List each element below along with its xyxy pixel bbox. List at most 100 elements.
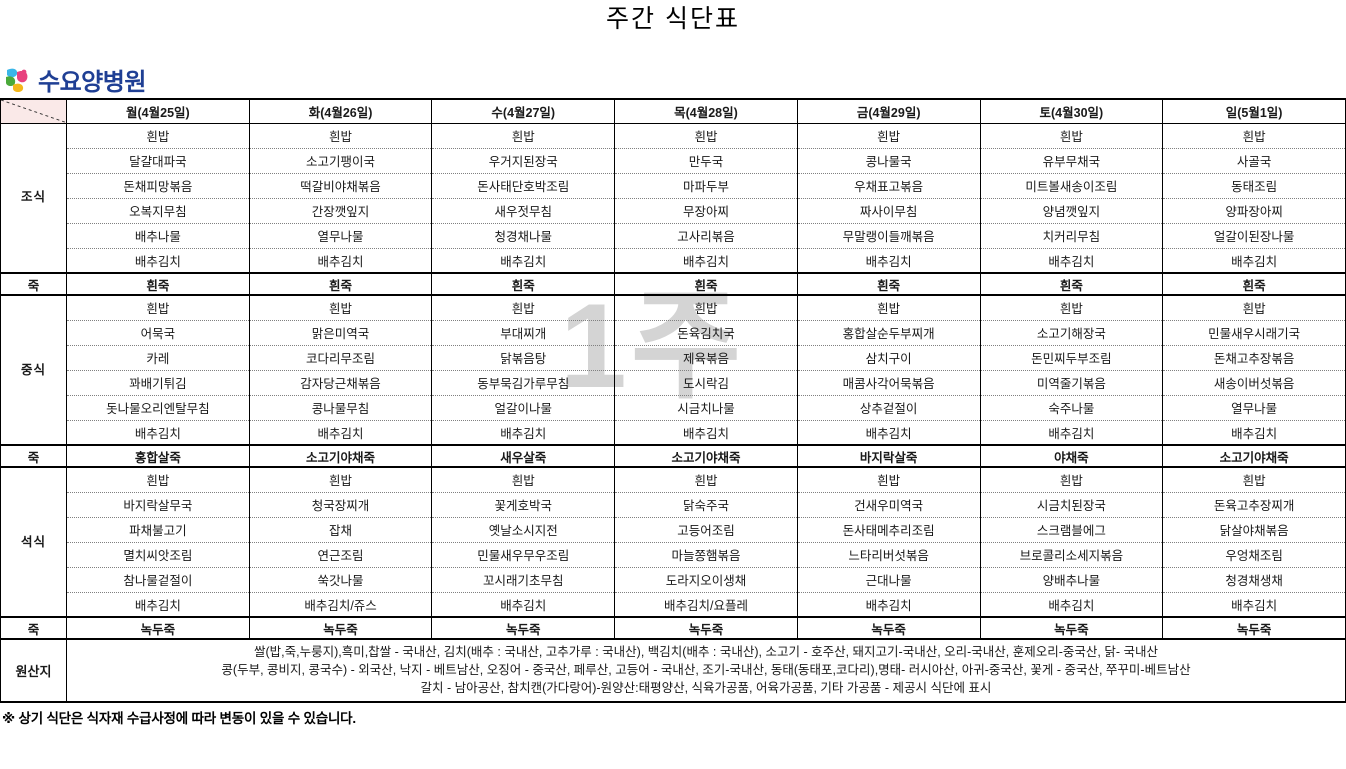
- table-row: 중식 흰밥 흰밥 흰밥 흰밥 흰밥 흰밥 흰밥: [0, 295, 1346, 446]
- dish-cell: 유부무채국: [979, 148, 1164, 174]
- dish-cell: 배추김치: [66, 248, 250, 274]
- dish-cell: 흰밥: [979, 123, 1164, 149]
- dish-cell: 우채표고볶음: [796, 173, 981, 199]
- dish-cell: 건새우미역국: [796, 492, 981, 518]
- dish-cell: 흰밥: [1162, 295, 1346, 321]
- porridge-label: 죽: [0, 616, 67, 640]
- dish-cell: 흰밥: [248, 123, 433, 149]
- logo-text: 수요양병원: [38, 69, 146, 96]
- porridge-cell: 흰죽: [614, 272, 798, 296]
- dish-cell: 매콤사각어묵볶음: [796, 370, 981, 396]
- column-header-sat: 토(4월30일): [979, 98, 1164, 124]
- table-row: 오복지무침 간장깻잎지 새우젓무침 무장아찌 짜사이무침 양념깻잎지 양파장아찌: [1, 198, 1346, 224]
- dish-cell: 잡채: [248, 517, 433, 543]
- meal-label-dinner: 석식: [0, 467, 67, 618]
- dish-cell: 카레: [66, 345, 250, 371]
- table-row: 배추김치 배추김치/쥬스 배추김치 배추김치/요플레 배추김치 배추김치 배추김…: [1, 592, 1346, 618]
- dish-cell: 코다리무조림: [248, 345, 433, 371]
- dish-cell: 동부묵김가루무침: [431, 370, 616, 396]
- dish-cell: 닭살야채볶음: [1162, 517, 1346, 543]
- dish-cell: 청국장찌개: [248, 492, 433, 518]
- dish-cell: 배추김치: [979, 592, 1164, 618]
- dish-cell: 옛날소시지전: [431, 517, 616, 543]
- table-row: 배추김치 배추김치 배추김치 배추김치 배추김치 배추김치 배추김치: [1, 420, 1346, 446]
- origin-line-2: 콩(두부, 콩비지, 콩국수) - 외국산, 낙지 - 베트남산, 오징어 - …: [221, 663, 1191, 677]
- dish-cell: 간장깻잎지: [248, 198, 433, 224]
- dish-cell: 돈사태메추리조림: [796, 517, 981, 543]
- column-header-wed: 수(4월27일): [431, 98, 616, 124]
- dish-cell: 홍합살순두부찌개: [796, 320, 981, 346]
- dish-cell: 근대나물: [796, 567, 981, 593]
- dish-cell: 배추나물: [66, 223, 250, 249]
- dish-cell: 민물새우무우조림: [431, 542, 616, 568]
- dish-cell: 콩나물국: [796, 148, 981, 174]
- dish-cell: 민물새우시래기국: [1162, 320, 1346, 346]
- column-header-fri: 금(4월29일): [796, 98, 981, 124]
- table-row: 달걀대파국 소고기팽이국 우거지된장국 만두국 콩나물국 유부무채국 사골국: [1, 148, 1346, 174]
- dish-cell: 오복지무침: [66, 198, 250, 224]
- porridge-cell: 녹두죽: [796, 616, 981, 640]
- dish-cell: 닭숙주국: [614, 492, 798, 518]
- dish-cell: 흰밥: [796, 123, 981, 149]
- dish-cell: 배추김치/쥬스: [248, 592, 433, 618]
- dish-cell: 돈육김치국: [614, 320, 798, 346]
- porridge-cell: 녹두죽: [979, 616, 1164, 640]
- dish-cell: 돈사태단호박조림: [431, 173, 616, 199]
- table-header-row: 월(4월25일) 화(4월26일) 수(4월27일) 목(4월28일) 금(4월…: [0, 98, 1346, 124]
- dish-cell: 바지락살무국: [66, 492, 250, 518]
- dish-cell: 도라지오이생채: [614, 567, 798, 593]
- origin-line-3: 갈치 - 남아공산, 참치캔(가다랑어)-원양산:태평양산, 식육가공품, 어육…: [420, 681, 992, 695]
- dish-cell: 파채불고기: [66, 517, 250, 543]
- dish-cell: 감자당근채볶음: [248, 370, 433, 396]
- dish-cell: 흰밥: [1162, 467, 1346, 493]
- dish-cell: 사골국: [1162, 148, 1346, 174]
- dish-cell: 새송이버섯볶음: [1162, 370, 1346, 396]
- porridge-cell: 바지락살죽: [796, 444, 981, 468]
- dish-cell: 얼갈이된장나물: [1162, 223, 1346, 249]
- dish-cell: 배추김치: [1162, 592, 1346, 618]
- dish-cell: 흰밥: [431, 467, 616, 493]
- dish-cell: 소고기해장국: [979, 320, 1164, 346]
- porridge-cell: 흰죽: [248, 272, 433, 296]
- table-row: 꽈배기튀김 감자당근채볶음 동부묵김가루무침 도시락김 매콤사각어묵볶음 미역줄…: [1, 370, 1346, 396]
- table-row: 멸치씨앗조림 연근조림 민물새우무우조림 마늘쫑햄볶음 느타리버섯볶음 브로콜리…: [1, 542, 1346, 568]
- dish-cell: 흰밥: [796, 295, 981, 321]
- dish-cell: 배추김치: [796, 248, 981, 274]
- dish-cell: 달걀대파국: [66, 148, 250, 174]
- porridge-cell: 소고기야채죽: [1162, 444, 1346, 468]
- dish-cell: 배추김치: [1162, 420, 1346, 446]
- logo-mark-icon: [4, 66, 34, 96]
- dish-cell: 고사리볶음: [614, 223, 798, 249]
- dish-cell: 연근조림: [248, 542, 433, 568]
- column-header-mon: 월(4월25일): [66, 98, 250, 124]
- porridge-row-breakfast: 죽 흰죽 흰죽 흰죽 흰죽 흰죽 흰죽 흰죽: [0, 272, 1346, 296]
- dish-cell: 열무나물: [248, 223, 433, 249]
- porridge-label: 죽: [0, 444, 67, 468]
- table-row: 어묵국 맑은미역국 부대찌개 돈육김치국 홍합살순두부찌개 소고기해장국 민물새…: [1, 320, 1346, 346]
- dish-cell: 배추김치: [66, 592, 250, 618]
- dish-cell: 도시락김: [614, 370, 798, 396]
- porridge-cell: 녹두죽: [614, 616, 798, 640]
- dish-cell: 배추김치: [614, 420, 798, 446]
- table-row: 참나물겉절이 쑥갓나물 꼬시래기초무침 도라지오이생채 근대나물 양배추나물 청…: [1, 567, 1346, 593]
- porridge-cell: 녹두죽: [1162, 616, 1346, 640]
- porridge-cell: 흰죽: [796, 272, 981, 296]
- dish-cell: 만두국: [614, 148, 798, 174]
- dish-cell: 흰밥: [1162, 123, 1346, 149]
- dish-cell: 돗나물오리엔탈무침: [66, 395, 250, 421]
- dish-cell: 고등어조림: [614, 517, 798, 543]
- porridge-row-dinner: 죽 녹두죽 녹두죽 녹두죽 녹두죽 녹두죽 녹두죽 녹두죽: [0, 616, 1346, 640]
- dish-cell: 배추김치: [431, 248, 616, 274]
- table-row: 바지락살무국 청국장찌개 꽃게호박국 닭숙주국 건새우미역국 시금치된장국 돈육…: [1, 492, 1346, 518]
- table-row: 카레 코다리무조림 닭볶음탕 제육볶음 삼치구이 돈민찌두부조림 돈채고추장볶음: [1, 345, 1346, 371]
- dish-cell: 얼갈이나물: [431, 395, 616, 421]
- dish-cell: 브로콜리소세지볶음: [979, 542, 1164, 568]
- porridge-cell: 홍합살죽: [66, 444, 250, 468]
- porridge-cell: 새우살죽: [431, 444, 616, 468]
- dish-cell: 새우젓무침: [431, 198, 616, 224]
- porridge-cell: 흰죽: [66, 272, 250, 296]
- dish-cell: 무장아찌: [614, 198, 798, 224]
- porridge-row-lunch: 죽 홍합살죽 소고기야채죽 새우살죽 소고기야채죽 바지락살죽 야채죽 소고기야…: [0, 444, 1346, 468]
- header-corner-cell: [0, 98, 67, 124]
- dish-cell: 짜사이무침: [796, 198, 981, 224]
